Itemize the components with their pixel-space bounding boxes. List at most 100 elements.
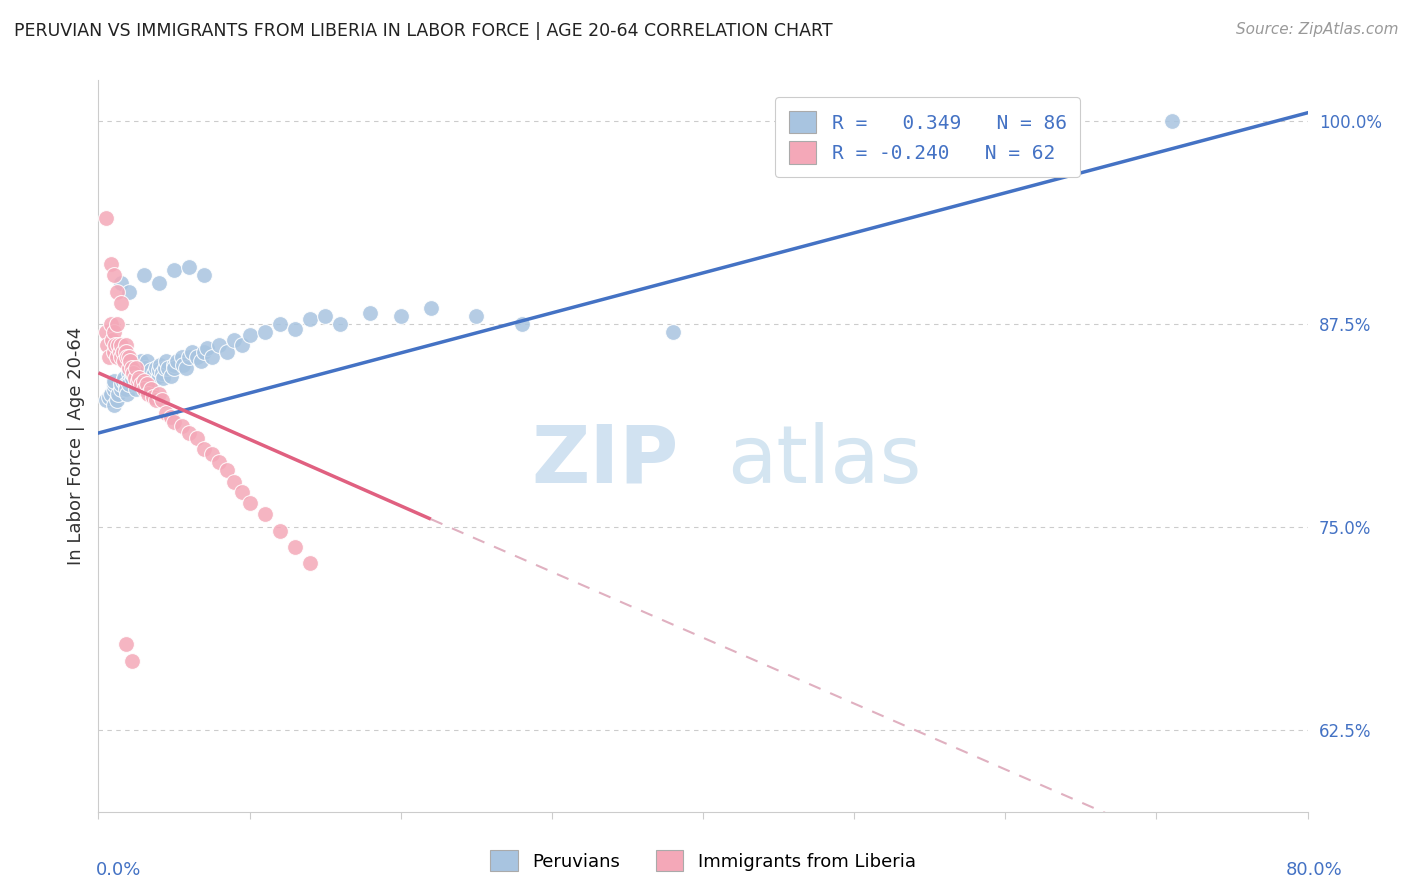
Point bbox=[136, 377, 159, 392]
Point bbox=[153, 361, 176, 376]
Point bbox=[96, 338, 118, 352]
Point bbox=[125, 377, 148, 392]
Point bbox=[110, 382, 132, 396]
Point bbox=[224, 334, 246, 348]
Point bbox=[103, 382, 125, 396]
Legend: R =   0.349   N = 86, R = -0.240   N = 62: R = 0.349 N = 86, R = -0.240 N = 62 bbox=[775, 97, 1080, 178]
Point bbox=[114, 382, 136, 396]
Point bbox=[160, 369, 183, 384]
Point bbox=[193, 268, 215, 283]
Point bbox=[186, 431, 208, 445]
Point bbox=[148, 362, 170, 376]
Point bbox=[253, 325, 276, 339]
Point bbox=[105, 317, 128, 331]
Point bbox=[127, 370, 149, 384]
Point bbox=[105, 350, 128, 364]
Point bbox=[118, 361, 141, 376]
Point bbox=[108, 344, 131, 359]
Y-axis label: In Labor Force | Age 20-64: In Labor Force | Age 20-64 bbox=[66, 326, 84, 566]
Point bbox=[127, 374, 149, 388]
Point bbox=[172, 358, 194, 372]
Point bbox=[269, 317, 291, 331]
Point bbox=[284, 322, 307, 336]
Point bbox=[186, 350, 208, 364]
Point bbox=[201, 447, 224, 461]
Point bbox=[121, 366, 143, 380]
Point bbox=[163, 361, 186, 376]
Point bbox=[193, 442, 215, 457]
Point bbox=[163, 415, 186, 429]
Point bbox=[118, 285, 141, 299]
Point bbox=[174, 361, 197, 376]
Point bbox=[134, 361, 156, 376]
Point bbox=[118, 350, 141, 364]
Point bbox=[100, 387, 122, 401]
Point bbox=[269, 524, 291, 538]
Point bbox=[129, 354, 152, 368]
Point bbox=[105, 285, 128, 299]
Point bbox=[121, 654, 143, 668]
Point bbox=[110, 277, 132, 291]
Point bbox=[299, 556, 322, 570]
Point bbox=[145, 361, 167, 376]
Point bbox=[224, 475, 246, 489]
Text: 80.0%: 80.0% bbox=[1286, 861, 1343, 879]
Point bbox=[129, 377, 152, 392]
Point bbox=[239, 496, 262, 510]
Point bbox=[107, 338, 129, 352]
Point bbox=[166, 354, 188, 368]
Point bbox=[122, 366, 145, 380]
Legend: Peruvians, Immigrants from Liberia: Peruvians, Immigrants from Liberia bbox=[484, 843, 922, 879]
Point bbox=[128, 370, 150, 384]
Point bbox=[94, 393, 117, 408]
Point bbox=[141, 369, 163, 384]
Point bbox=[94, 325, 117, 339]
Point bbox=[141, 362, 163, 376]
Point bbox=[118, 377, 141, 392]
Point bbox=[152, 370, 174, 384]
Point bbox=[107, 387, 129, 401]
Point bbox=[114, 344, 136, 359]
Point bbox=[190, 354, 212, 368]
Point bbox=[150, 366, 173, 380]
Point bbox=[114, 338, 136, 352]
Point bbox=[110, 296, 132, 310]
Text: ZIP: ZIP bbox=[531, 422, 679, 500]
Point bbox=[103, 325, 125, 339]
Point bbox=[132, 374, 155, 388]
Point bbox=[299, 312, 322, 326]
Point bbox=[284, 540, 307, 554]
Point bbox=[115, 350, 138, 364]
Point bbox=[253, 508, 276, 522]
Point bbox=[98, 350, 121, 364]
Point bbox=[120, 354, 142, 368]
Point bbox=[111, 374, 134, 388]
Point bbox=[132, 374, 155, 388]
Point bbox=[125, 361, 148, 376]
Point bbox=[114, 637, 136, 651]
Point bbox=[112, 370, 135, 384]
Point bbox=[329, 317, 352, 331]
Point bbox=[125, 382, 148, 396]
Point bbox=[136, 387, 159, 401]
Point bbox=[112, 354, 135, 368]
Point bbox=[1160, 114, 1182, 128]
Point bbox=[100, 257, 122, 271]
Point bbox=[103, 268, 125, 283]
Point bbox=[465, 309, 488, 323]
Point bbox=[121, 361, 143, 376]
Point bbox=[114, 377, 136, 392]
Point bbox=[103, 344, 125, 359]
Text: 0.0%: 0.0% bbox=[96, 861, 141, 879]
Point bbox=[239, 328, 262, 343]
Point bbox=[135, 354, 157, 368]
Point bbox=[142, 374, 165, 388]
Point bbox=[104, 338, 127, 352]
Point bbox=[150, 393, 173, 408]
Point bbox=[103, 377, 125, 392]
Point bbox=[121, 370, 143, 384]
Point bbox=[122, 361, 145, 376]
Text: atlas: atlas bbox=[727, 422, 921, 500]
Point bbox=[148, 387, 170, 401]
Point bbox=[100, 317, 122, 331]
